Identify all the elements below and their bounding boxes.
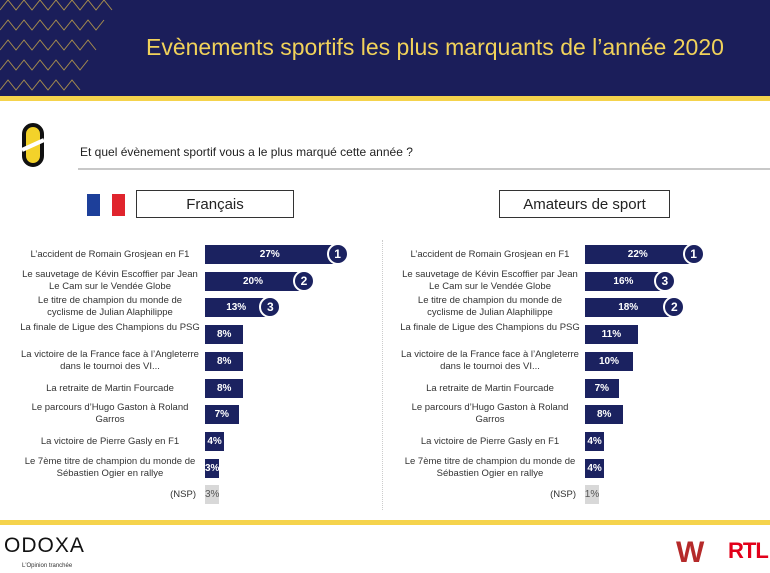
- odoxa-tagline: L'Opinion tranchée: [22, 563, 73, 569]
- bar: 8%: [205, 378, 244, 398]
- bar: 27%: [205, 245, 335, 264]
- category-label: La finale de Ligue des Champions du PSG: [400, 322, 580, 334]
- category-label: Le parcours d’Hugo Gaston à Roland Garro…: [31, 402, 189, 426]
- bar-nsp: 1%: [584, 485, 600, 505]
- category-label: Le titre de champion du monde de cyclism…: [417, 295, 563, 319]
- bar: 13%: [205, 298, 268, 318]
- category-label: La finale de Ligue des Champions du PSG: [20, 322, 200, 334]
- data-label: 4%: [207, 435, 222, 447]
- category-label: L’accident de Romain Grosjean en F1: [30, 249, 190, 260]
- bar: 18%: [585, 298, 672, 318]
- data-label: 20%: [242, 275, 263, 287]
- bar: 7%: [585, 378, 619, 398]
- bar: 10%: [585, 351, 633, 371]
- data-label: 8%: [216, 329, 232, 341]
- divider: [78, 168, 770, 170]
- bar-nsp: 3%: [204, 485, 220, 505]
- category-label: La victoire de Pierre Gasly en F1: [420, 435, 560, 447]
- winamax-logo: W: [676, 536, 705, 569]
- header-banner: Evènements sportifs les plus marquants d…: [0, 0, 770, 96]
- category-label: (NSP): [170, 489, 196, 501]
- panel-title-amateurs: Amateurs de sport: [499, 190, 670, 218]
- data-label: 13%: [226, 302, 247, 314]
- data-label: 27%: [259, 249, 280, 260]
- rank-badge: 1: [326, 243, 349, 265]
- data-label: 18%: [618, 302, 639, 314]
- category-label: Le 7ème titre de champion du monde de Sé…: [24, 455, 196, 479]
- category-label: (NSP): [550, 489, 576, 501]
- category-label: La retraite de Martin Fourcade: [426, 382, 554, 394]
- data-label: 8%: [216, 382, 232, 394]
- bar: 11%: [585, 325, 638, 345]
- data-label: 22%: [627, 249, 648, 260]
- data-label: 10%: [598, 355, 619, 367]
- category-label: Le titre de champion du monde de cyclism…: [37, 295, 183, 319]
- category-label: La victoire de Pierre Gasly en F1: [40, 435, 180, 447]
- data-label: 4%: [587, 462, 602, 474]
- panel-title-francais: Français: [136, 190, 294, 218]
- category-label: Le sauvetage de Kévin Escoffier par Jean…: [402, 268, 578, 292]
- category-label: L’accident de Romain Grosjean en F1: [410, 249, 570, 260]
- bar: 20%: [205, 271, 301, 291]
- question-text: Et quel évènement sportif vous a le plus…: [80, 145, 413, 159]
- category-label: La victoire de la France face à l’Anglet…: [21, 348, 199, 372]
- bar: 3%: [204, 458, 220, 478]
- chevron-pattern-decoration: [0, 0, 113, 91]
- data-label: 3%: [204, 489, 220, 501]
- category-label: Le 7ème titre de champion du monde de Sé…: [404, 455, 576, 479]
- bar: 4%: [585, 431, 605, 451]
- odoxa-question-icon: [22, 123, 44, 167]
- odoxa-logo: ODOXA: [4, 534, 85, 557]
- bar: 8%: [585, 405, 624, 425]
- data-label: 8%: [216, 355, 232, 367]
- rank-badge: 1: [682, 243, 705, 265]
- bar: 8%: [205, 351, 244, 371]
- bar: 7%: [205, 405, 239, 425]
- header-stripe: [0, 96, 770, 101]
- panel-separator: [382, 240, 383, 510]
- bar: 4%: [585, 458, 605, 478]
- page-title: Evènements sportifs les plus marquants d…: [146, 34, 724, 60]
- data-label: 16%: [613, 275, 634, 287]
- category-label: Le parcours d’Hugo Gaston à Roland Garro…: [411, 402, 569, 426]
- data-label: 1%: [584, 489, 600, 501]
- rank-badge: 3: [259, 296, 282, 319]
- france-flag-icon: [87, 194, 126, 216]
- footer-stripe: [0, 520, 770, 525]
- data-label: 11%: [601, 329, 622, 341]
- rtl-logo: RTL: [728, 538, 769, 563]
- rank-badge: 3: [653, 269, 676, 292]
- data-label: 4%: [587, 435, 602, 447]
- bar: 4%: [205, 431, 225, 451]
- data-label: 3%: [204, 462, 220, 474]
- data-label: 7%: [594, 382, 610, 394]
- category-label: Le sauvetage de Kévin Escoffier par Jean…: [22, 268, 198, 292]
- data-label: 7%: [214, 409, 230, 421]
- bar: 16%: [585, 271, 662, 291]
- category-label: La victoire de la France face à l’Anglet…: [401, 348, 579, 372]
- rank-badge: 2: [293, 269, 315, 292]
- bar: 8%: [205, 325, 244, 345]
- category-label: La retraite de Martin Fourcade: [46, 382, 174, 394]
- rank-badge: 2: [663, 296, 686, 319]
- data-label: 8%: [596, 409, 612, 421]
- bar: 22%: [585, 245, 691, 264]
